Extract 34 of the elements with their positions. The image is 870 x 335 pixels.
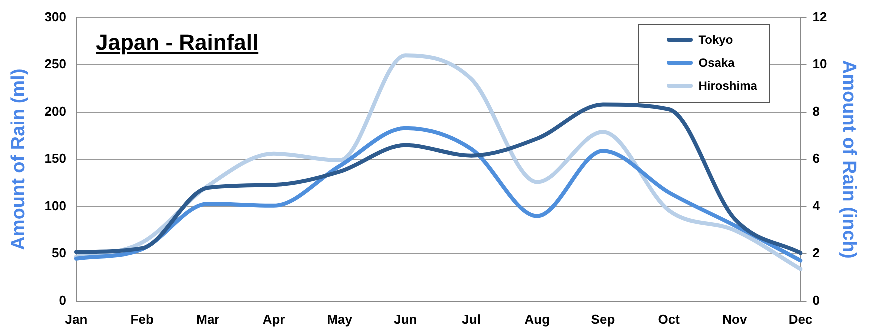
legend-label: Tokyo bbox=[698, 33, 734, 48]
y-tick-label: 300 bbox=[44, 9, 66, 24]
x-tick-label: May bbox=[327, 312, 354, 327]
x-tick-label: Sep bbox=[591, 312, 616, 327]
x-tick-label: Mar bbox=[196, 312, 220, 327]
y2-tick-label: 8 bbox=[812, 104, 820, 119]
y-tick-label: 150 bbox=[44, 151, 66, 166]
x-tick-label: Apr bbox=[262, 312, 286, 327]
y-tick-label: 100 bbox=[44, 198, 66, 214]
y-tick-label: 250 bbox=[44, 56, 66, 72]
line-series bbox=[74, 126, 803, 263]
legend-label: Osaka bbox=[698, 56, 735, 70]
y-tick-label: 0 bbox=[59, 292, 66, 308]
x-tick-label: Aug bbox=[524, 312, 550, 327]
y2-tick-label: 6 bbox=[812, 151, 820, 166]
y2-tick-label: 10 bbox=[812, 56, 828, 72]
y-tick-label: 50 bbox=[52, 246, 66, 261]
x-tick-label: Nov bbox=[722, 312, 748, 327]
x-tick-label: Dec bbox=[788, 312, 813, 327]
x-tick-label: Jan bbox=[65, 312, 88, 327]
y-tick-label: 200 bbox=[44, 104, 66, 119]
y2-tick-label: 12 bbox=[812, 9, 828, 24]
y2-axis-title: Amount of Rain (inch) bbox=[838, 60, 860, 259]
line-series bbox=[74, 102, 803, 256]
legend-label: Hiroshima bbox=[698, 79, 758, 94]
text: Japan - Rainfall bbox=[96, 30, 259, 56]
x-tick-label: Jun bbox=[394, 312, 418, 327]
x-tick-label: Jul bbox=[462, 312, 481, 327]
x-tick-label: Oct bbox=[658, 312, 681, 327]
x-tick-label: Feb bbox=[130, 312, 154, 327]
y2-tick-label: 0 bbox=[812, 292, 820, 308]
y2-tick-label: 4 bbox=[812, 198, 821, 214]
y-axis-title: Amount of Rain (ml) bbox=[8, 68, 30, 250]
y2-tick-label: 2 bbox=[812, 246, 820, 261]
